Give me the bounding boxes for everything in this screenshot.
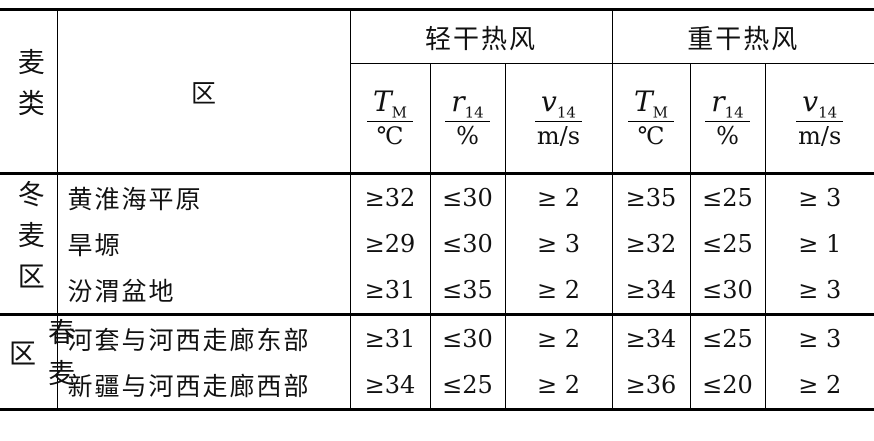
value-cell: ≤25 [689,221,766,267]
region-cell: 汾渭盆地 [57,267,351,315]
table-row: 汾渭盆地 ≥31 ≤35 ≥ 2 ≥34 ≤30 ≥ 3 [0,267,874,315]
value-cell: ≥32 [349,172,431,221]
value-cell: ≤30 [429,172,506,221]
value-cell: ≥36 [611,362,691,410]
value-cell: ≥ 3 [764,267,874,315]
value-cell: ≤30 [429,313,506,362]
value-cell: ≥35 [611,172,691,221]
table-row: 旱塬 ≥29 ≤30 ≥ 3 ≥32 ≤25 ≥ 1 [0,221,874,267]
value-cell: ≥34 [611,267,691,315]
value-cell: ≤20 [689,362,766,410]
value-cell: ≥32 [611,221,691,267]
region-cell: 新疆与河西走廊西部 [57,362,351,410]
sub-column-header: r14% [429,63,506,174]
region-cell: 黄淮海平原 [56,172,351,221]
value-cell: ≥ 2 [504,267,613,315]
sub-column-header: TM ℃ [350,63,431,174]
value-cell: ≤25 [429,362,506,410]
sub-column-header: v14 m/s [504,63,613,174]
value-cell: ≥ 2 [504,172,613,221]
value-cell: ≥ 3 [764,313,874,362]
value-cell: ≤30 [429,221,506,267]
value-cell: ≥ 3 [764,172,874,221]
value-cell: ≥31 [349,267,431,315]
value-cell: ≥31 [349,313,431,362]
value-cell: ≤35 [429,267,506,315]
region-header: 区 [56,9,351,174]
wheat-type-header: 麦类 [0,9,58,174]
table-row: 新疆与河西走廊西部 ≥34 ≤25 ≥ 2 ≥36 ≤20 ≥ 2 [0,362,874,410]
region-cell: 旱塬 [57,221,351,267]
sub-column-header: r14% [689,63,766,174]
value-cell: ≥34 [611,313,691,362]
value-cell: ≥34 [349,362,431,410]
dry-hot-wind-table: 麦类 区 轻干热风 重干热风 TM ℃ r14% v14 m/s TM ℃ r14% v14 m/… [0,8,874,411]
value-cell: ≥ 1 [764,221,874,267]
value-cell: ≥ 2 [504,362,613,410]
light-dry-hot-wind-header: 轻干热风 [349,9,613,64]
sub-column-header: v14 m/s [764,63,874,174]
region-cell: 河套与河西走廊东部 [56,313,351,362]
heavy-dry-hot-wind-header: 重干热风 [611,9,874,64]
value-cell: ≤25 [689,172,766,221]
sub-column-header: TM ℃ [611,63,691,174]
table-row: 春麦区 河套与河西走廊东部 ≥31 ≤30 ≥ 2 ≥34 ≤25 ≥ 3 [0,313,874,410]
value-cell: ≤25 [689,313,766,362]
value-cell: ≥ 2 [504,313,613,362]
value-cell: ≥ 2 [764,362,874,410]
value-cell: ≥29 [349,221,431,267]
wheat-type-cell: 春麦区 [0,313,74,410]
value-cell: ≤30 [689,267,766,315]
table-row: 冬麦区 黄淮海平原 ≥32 ≤30 ≥ 2 ≥35 ≤25 ≥ 3 [0,172,874,315]
wheat-type-cell: 冬麦区 [0,172,58,315]
value-cell: ≥ 3 [504,221,613,267]
